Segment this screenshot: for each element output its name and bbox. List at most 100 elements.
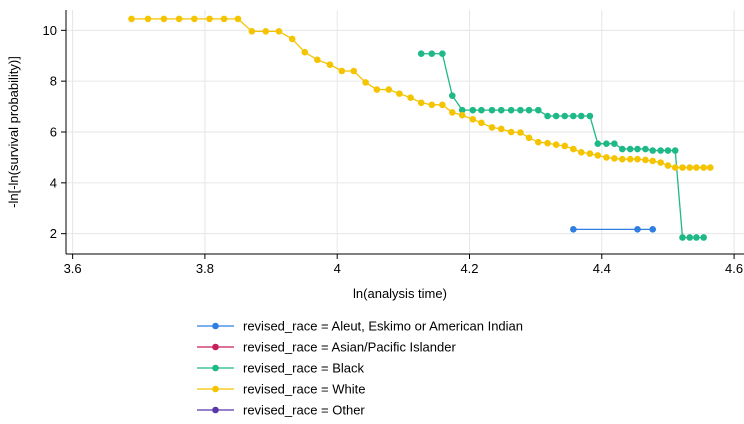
legend-item: revised_race = Black — [197, 361, 365, 376]
data-point — [534, 106, 542, 114]
y-tick-label: 8 — [50, 74, 57, 89]
data-point — [301, 48, 309, 56]
x-ticks: 3.6 3.8 4 4.2 4.4 4.6 — [64, 254, 743, 276]
data-point — [594, 152, 602, 159]
x-tick-label: 4.6 — [725, 261, 743, 276]
data-point — [611, 140, 618, 147]
series-2 — [417, 50, 707, 241]
data-point — [693, 234, 700, 241]
x-axis-label: ln(analysis time) — [353, 286, 447, 301]
data-point — [679, 164, 686, 171]
legend-item: revised_race = Other — [197, 403, 365, 418]
data-point — [525, 134, 533, 142]
data-point — [570, 112, 577, 120]
data-point — [649, 147, 657, 154]
data-point — [570, 145, 577, 153]
series-line — [421, 53, 704, 239]
x-tick-label: 3.8 — [196, 261, 214, 276]
data-point — [657, 159, 664, 166]
data-point — [603, 140, 610, 147]
series-3 — [128, 15, 714, 171]
legend-swatch-marker — [212, 343, 219, 351]
data-point — [577, 149, 585, 156]
y-axis-label: -ln[-ln(survival probability)] — [6, 56, 21, 208]
data-point — [488, 106, 496, 114]
data-point — [649, 226, 657, 233]
data-point — [700, 164, 707, 171]
data-point — [664, 147, 672, 154]
data-point — [671, 147, 679, 154]
series-0 — [570, 226, 657, 233]
data-point — [478, 119, 485, 127]
data-point — [634, 145, 641, 153]
x-tick-label: 3.6 — [64, 261, 82, 276]
data-point — [288, 35, 296, 43]
x-tick-label: 4 — [334, 261, 341, 276]
data-point — [626, 145, 634, 153]
data-point — [700, 234, 707, 241]
data-point — [338, 67, 346, 75]
data-point — [417, 99, 425, 107]
data-point — [160, 15, 168, 23]
data-point — [350, 67, 358, 75]
grid-lines — [66, 10, 744, 254]
data-point — [618, 155, 626, 163]
legend-swatch-marker — [212, 364, 219, 372]
data-point — [552, 112, 560, 120]
data-point — [275, 28, 283, 35]
data-point — [362, 79, 369, 86]
data-point — [634, 155, 641, 163]
data-point — [497, 106, 505, 114]
legend-label: revised_race = Other — [243, 403, 365, 418]
data-point — [517, 129, 524, 136]
data-point — [262, 28, 270, 35]
data-point — [428, 101, 436, 109]
data-point — [497, 125, 505, 133]
data-point — [439, 101, 446, 109]
data-point — [248, 28, 256, 35]
data-point — [428, 50, 436, 58]
data-point — [458, 106, 466, 114]
data-point — [448, 109, 456, 116]
legend-item: revised_race = Aleut, Eskimo or American… — [197, 319, 523, 334]
data-point — [671, 164, 679, 171]
data-point — [469, 115, 477, 123]
data-point — [220, 15, 228, 23]
data-point — [314, 56, 321, 64]
legend-label: revised_race = Black — [243, 361, 365, 376]
data-point — [679, 234, 686, 241]
legend-swatch-marker — [212, 322, 219, 330]
legend-label: revised_race = White — [243, 382, 365, 397]
data-point — [488, 124, 496, 131]
data-point — [191, 15, 198, 23]
data-point — [544, 112, 551, 120]
data-point — [626, 155, 634, 163]
data-point — [385, 86, 393, 93]
data-point — [144, 15, 152, 23]
data-point — [686, 164, 694, 171]
data-point — [507, 106, 515, 114]
data-point — [634, 226, 641, 233]
y-tick-label: 10 — [43, 23, 57, 38]
data-point — [577, 112, 585, 120]
data-point — [686, 234, 694, 241]
data-point — [373, 86, 381, 93]
data-point — [618, 145, 626, 153]
data-point — [603, 154, 610, 161]
data-point — [458, 111, 466, 119]
data-point — [417, 50, 425, 58]
series-line — [131, 18, 711, 169]
data-point — [570, 226, 577, 233]
data-point — [128, 15, 135, 23]
data-point — [396, 90, 403, 97]
data-point — [664, 162, 672, 169]
y-tick-label: 4 — [50, 175, 57, 190]
x-tick-label: 4.4 — [593, 261, 611, 276]
legend-swatch-marker — [212, 385, 219, 393]
y-ticks: 2 4 6 8 10 — [43, 23, 66, 241]
data-point — [326, 61, 334, 68]
data-point — [448, 92, 456, 99]
data-point — [611, 155, 618, 162]
data-point — [175, 15, 183, 23]
